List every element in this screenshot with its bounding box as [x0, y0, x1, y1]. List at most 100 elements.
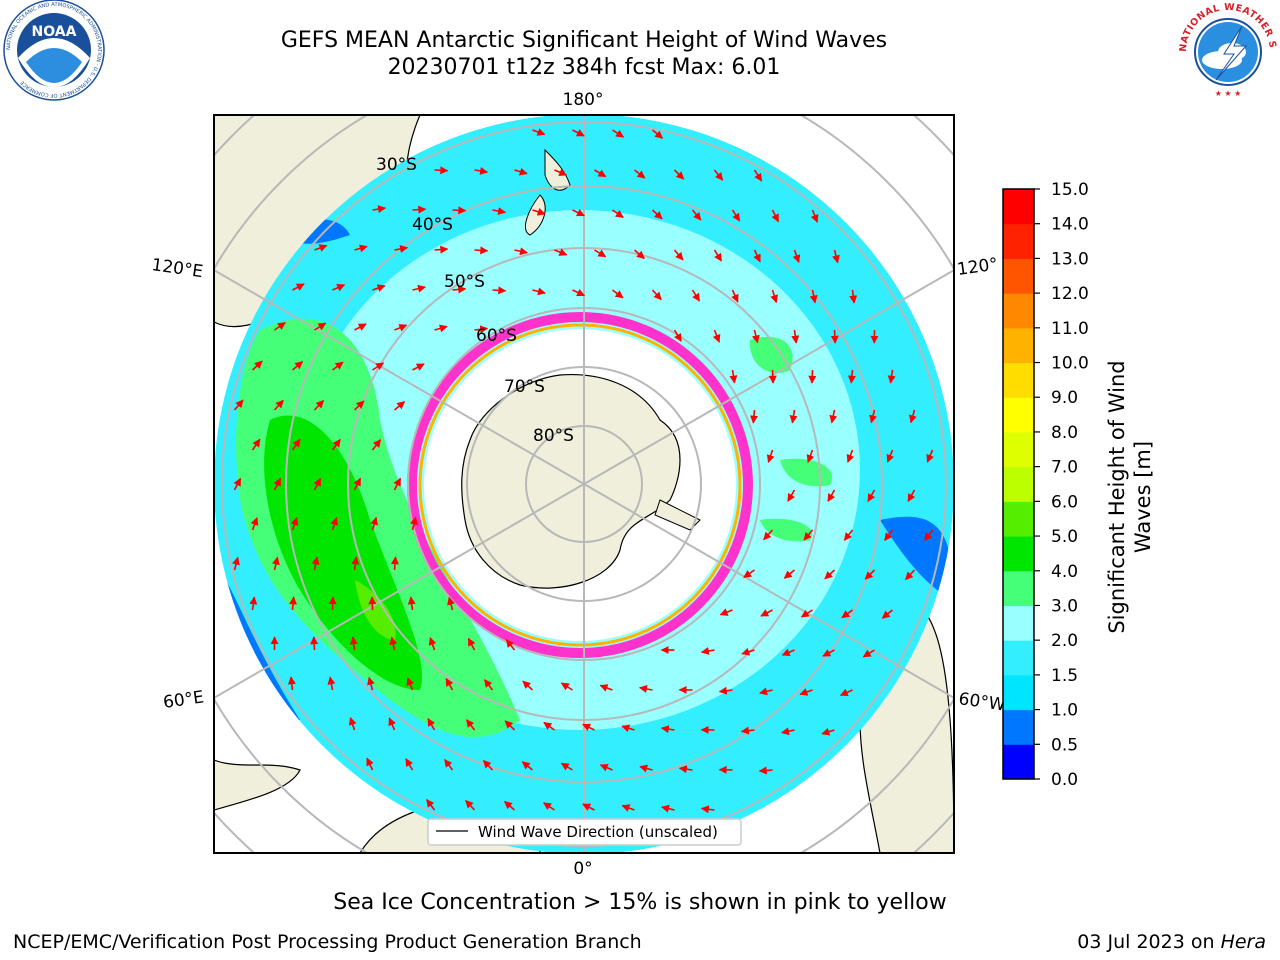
colorbar-tick-label: 0.0 [1051, 770, 1078, 790]
colorbar-segment [1003, 605, 1034, 641]
wave-direction-arrow [821, 727, 835, 736]
wave-direction-arrow [412, 205, 427, 214]
wave-direction-arrow [660, 725, 675, 734]
wave-direction-arrow [409, 516, 418, 531]
wave-direction-arrow [839, 688, 853, 697]
wind-wave-direction-arrows [232, 128, 934, 814]
wave-direction-arrow [924, 529, 934, 542]
wave-direction-arrow [719, 608, 733, 616]
colorbar-tick-label: 2.0 [1051, 631, 1078, 651]
wave-direction-arrow [390, 556, 399, 571]
colorbar-tick-label: 11.0 [1051, 319, 1089, 339]
wave-direction-arrow [514, 247, 528, 256]
wave-direction-arrow [651, 129, 664, 139]
wave-direction-arrow [783, 569, 796, 579]
lat-label-30s: 30°S [376, 155, 417, 175]
wave-direction-arrow [393, 477, 402, 491]
wave-direction-arrow [673, 329, 682, 342]
wave-direction-arrow [621, 804, 635, 812]
wave-direction-arrow [560, 762, 573, 771]
wave-direction-arrow [862, 649, 875, 658]
footer-date-text: 03 Jul 2023 on [1077, 931, 1221, 953]
colorbar-tick-label: 3.0 [1051, 596, 1078, 616]
wave-direction-arrow [310, 636, 319, 651]
wave-direction-arrow [766, 449, 775, 464]
wave-direction-arrow [599, 684, 613, 692]
wave-direction-arrow [781, 648, 795, 656]
wave-direction-arrow [273, 477, 282, 491]
wave-direction-arrow [832, 249, 840, 264]
wave-direction-arrow [290, 517, 299, 531]
wave-direction-arrow [884, 529, 894, 542]
wave-direction-arrow [763, 529, 774, 541]
colorbar-title: Significant Height of Wind Waves [m] [1105, 360, 1155, 634]
wave-direction-arrow [781, 727, 795, 736]
wave-direction-arrow [522, 680, 534, 691]
wave-direction-arrow [543, 721, 555, 731]
footer-machine: Hera [1220, 931, 1266, 953]
wave-direction-arrow [353, 477, 362, 491]
wave-direction-arrow [594, 169, 607, 178]
wave-direction-arrow [651, 289, 662, 301]
colorbar-segment [1003, 570, 1034, 606]
wave-direction-arrow [673, 169, 685, 180]
wave-direction-arrow [412, 363, 425, 371]
lat-label-50s: 50°S [444, 272, 485, 292]
wave-direction-arrow [768, 369, 777, 384]
colorbar-tick-label: 15.0 [1051, 180, 1089, 200]
wave-direction-arrow [465, 799, 476, 811]
wave-direction-arrow [388, 717, 396, 731]
wave-direction-arrow [251, 438, 261, 451]
wave-direction-arrow [612, 289, 624, 299]
wave-direction-arrow [292, 283, 305, 291]
wave-direction-arrow [594, 249, 607, 258]
wave-direction-arrow [572, 129, 585, 137]
wave-direction-arrow [434, 166, 449, 175]
wave-direction-arrow [514, 167, 528, 176]
nws-logo: NATIONAL WEATHER SERVICE ★ ★ ★ [1176, 0, 1277, 101]
wave-direction-arrow [389, 636, 398, 651]
wave-direction-arrow [532, 287, 546, 296]
wave-direction-arrow [332, 361, 344, 371]
colorbar-segment [1003, 640, 1034, 676]
wave-direction-arrow [426, 798, 436, 811]
wave-direction-arrow [483, 679, 494, 691]
map-frame [213, 114, 955, 854]
wave-direction-arrow [474, 325, 489, 334]
lon-label-60e: 60°E [162, 687, 205, 712]
wave-direction-arrow [313, 400, 325, 411]
wave-direction-arrow [822, 649, 835, 657]
lon-label-0: 0° [573, 859, 592, 879]
wave-direction-arrow [372, 284, 386, 292]
lon-label-120w: 120° [956, 254, 999, 280]
wave-direction-arrow [792, 249, 801, 264]
wave-direction-arrow [759, 687, 773, 696]
chart-title: GEFS MEAN Antarctic Significant Height o… [280, 28, 888, 53]
wave-direction-arrow [827, 489, 836, 502]
colorbar-segment [1003, 674, 1034, 711]
wave-direction-arrow [327, 676, 336, 691]
wave-direction-arrow [634, 169, 646, 179]
wave-direction-arrow [830, 329, 839, 344]
noaa-logo-text: NOAA [32, 24, 77, 40]
colorbar-tick-label: 4.0 [1051, 562, 1078, 582]
wave-direction-arrow [447, 596, 455, 611]
wave-direction-arrow [554, 168, 568, 176]
wave-direction-arrow [599, 764, 613, 772]
wave-direction-arrow [849, 289, 858, 304]
wave-direction-arrow [673, 249, 684, 261]
wave-direction-arrow [907, 489, 916, 502]
wave-direction-arrow [799, 688, 813, 696]
wave-direction-arrow [743, 569, 755, 579]
graticule [214, 115, 954, 853]
wave-direction-arrow [503, 800, 516, 811]
map-legend: Wind Wave Direction (unscaled) [427, 818, 742, 846]
wave-direction-arrow [452, 285, 467, 294]
colorbar-tick-label: 9.0 [1051, 388, 1078, 408]
wave-direction-arrow [311, 556, 320, 571]
colorbar-segment [1003, 397, 1034, 433]
wave-direction-arrow [353, 400, 365, 411]
wave-direction-arrow [368, 596, 377, 611]
wave-direction-arrow [753, 169, 763, 182]
wave-direction-arrow [372, 362, 385, 371]
